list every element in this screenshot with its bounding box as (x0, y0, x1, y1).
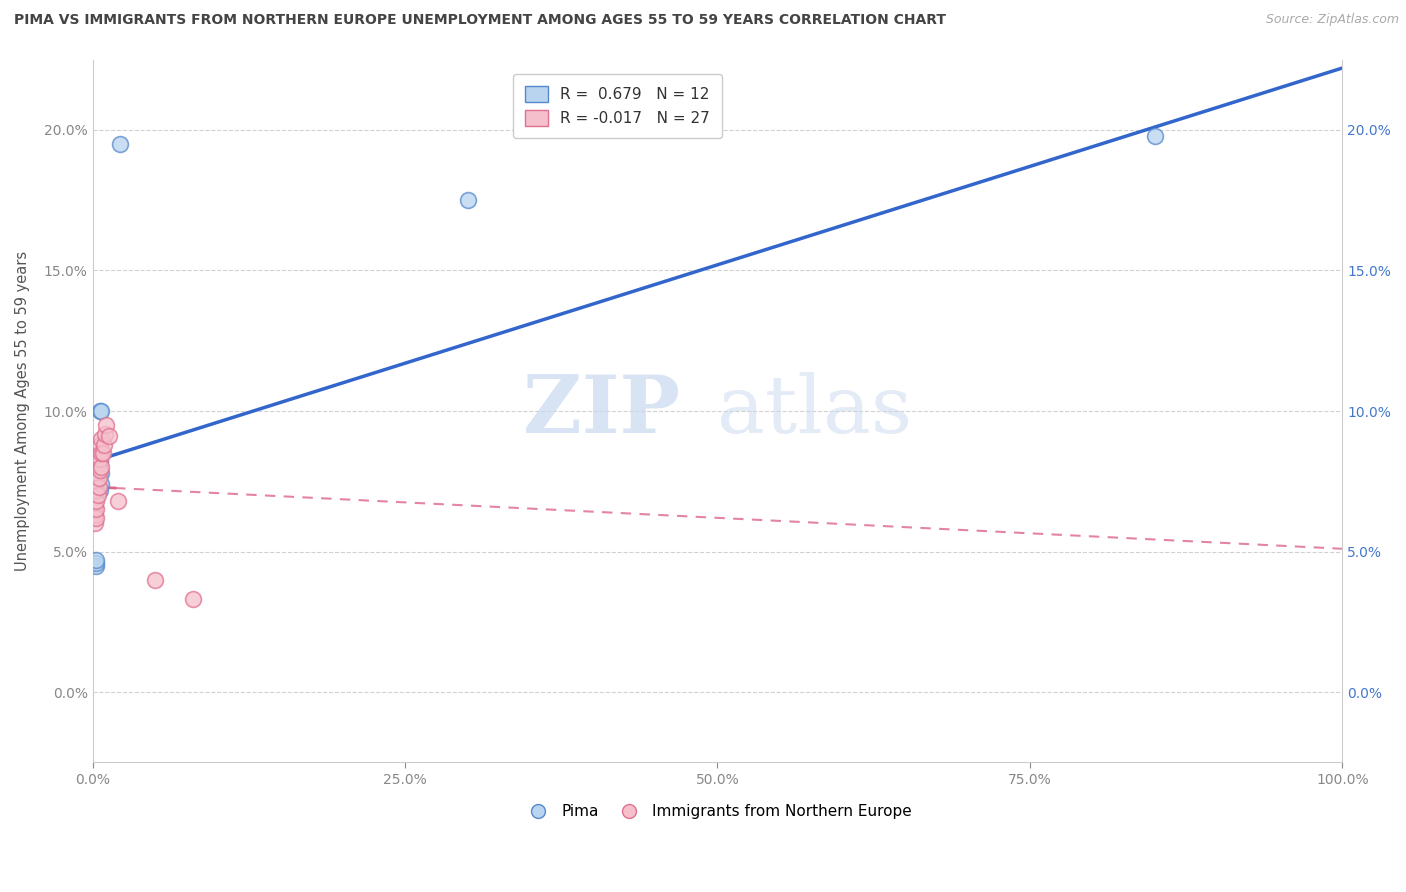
Point (107, 494, 129, 508)
Point (90, 460, 112, 475)
Point (84, 500, 107, 514)
Point (93, 438, 115, 452)
Point (90, 432, 112, 446)
Point (91, 446, 114, 460)
Point (90, 477, 112, 491)
Point (89, 455, 111, 469)
Point (86, 502, 108, 516)
Point (86, 558, 108, 573)
Point (181, 592, 204, 607)
Point (1143, 128, 1166, 143)
Point (89, 451, 111, 466)
Point (86, 511, 108, 525)
Point (86, 553, 108, 567)
Point (94, 426, 117, 441)
Legend: Pima, Immigrants from Northern Europe: Pima, Immigrants from Northern Europe (517, 797, 918, 825)
Point (86, 451, 108, 466)
Point (457, 193, 479, 207)
Point (86, 556, 108, 570)
Point (143, 573, 166, 587)
Point (96, 418, 118, 433)
Point (108, 136, 131, 151)
Y-axis label: Unemployment Among Ages 55 to 59 years: Unemployment Among Ages 55 to 59 years (15, 251, 30, 571)
Text: ZIP: ZIP (523, 372, 681, 450)
Point (90, 404, 112, 418)
Point (89, 438, 111, 452)
Point (90, 446, 112, 460)
Point (86, 494, 108, 508)
Point (84, 516, 107, 531)
Point (86, 483, 108, 497)
Point (90, 466, 112, 480)
Point (97, 429, 120, 443)
Point (84, 508, 107, 522)
Point (89, 404, 111, 418)
Point (87, 471, 110, 485)
Text: Source: ZipAtlas.com: Source: ZipAtlas.com (1265, 13, 1399, 27)
Point (86, 466, 108, 480)
Point (89, 483, 111, 497)
Text: atlas: atlas (717, 372, 912, 450)
Point (86, 475, 108, 489)
Point (86, 488, 108, 502)
Text: PIMA VS IMMIGRANTS FROM NORTHERN EUROPE UNEMPLOYMENT AMONG AGES 55 TO 59 YEARS C: PIMA VS IMMIGRANTS FROM NORTHERN EUROPE … (14, 13, 946, 28)
Point (89, 463, 111, 477)
Point (87, 480, 110, 494)
